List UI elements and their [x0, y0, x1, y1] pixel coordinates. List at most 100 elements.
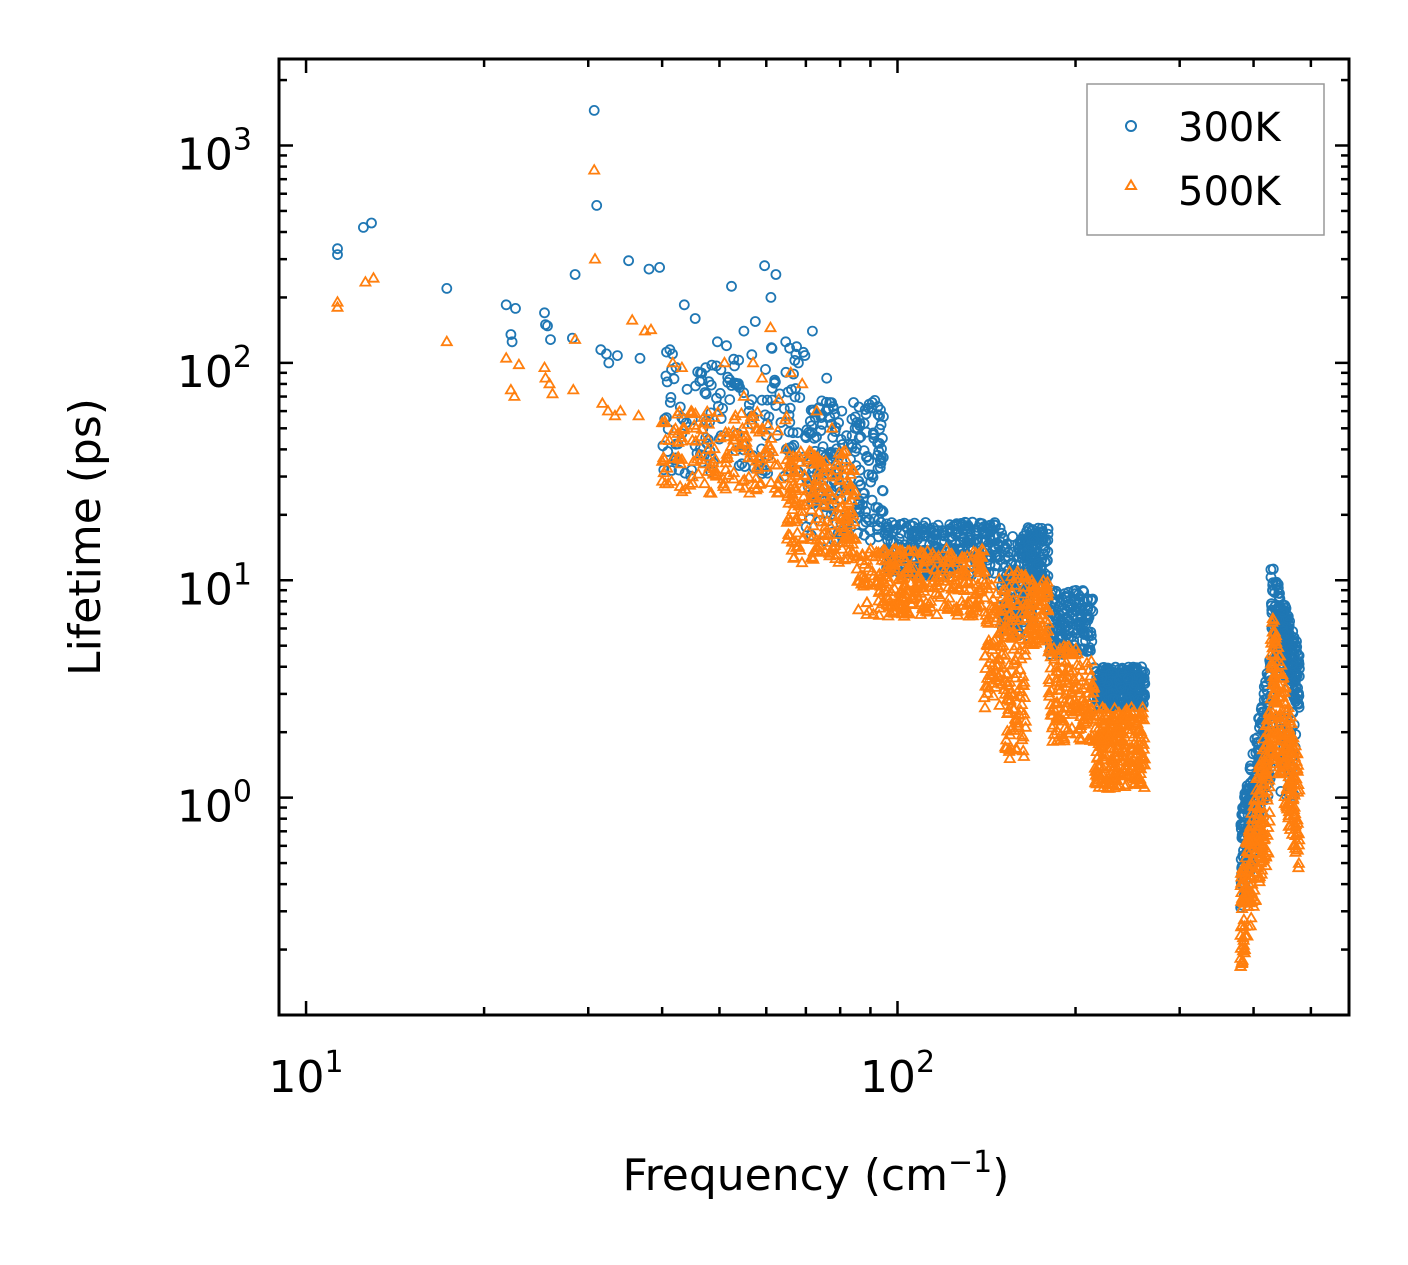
point-500k: [711, 405, 725, 417]
point-300k: [678, 299, 690, 311]
series-500k: [330, 163, 1306, 971]
point-300k: [1098, 662, 1110, 673]
point-500k: [984, 578, 999, 590]
point-500k: [1278, 703, 1292, 715]
point-500k: [1019, 714, 1033, 726]
point-500k: [1001, 693, 1015, 705]
point-500k: [784, 365, 798, 378]
point-500k: [512, 357, 526, 370]
point-500k: [1045, 704, 1059, 716]
point-500k: [1022, 602, 1036, 614]
point-500k: [1079, 697, 1093, 709]
point-500k: [1251, 859, 1265, 871]
point-500k: [1288, 845, 1303, 857]
point-500k: [1002, 702, 1016, 714]
point-500k: [986, 658, 1000, 670]
point-500k: [977, 690, 991, 703]
point-500k: [1282, 808, 1296, 820]
point-300k: [863, 514, 875, 526]
point-500k: [1081, 732, 1095, 744]
point-500k: [1124, 749, 1138, 762]
tick-exponent: 1: [233, 557, 252, 592]
point-300k: [654, 261, 665, 273]
point-500k: [739, 430, 753, 442]
point-500k: [839, 484, 853, 496]
point-500k: [957, 551, 971, 563]
point-300k: [1033, 557, 1044, 569]
point-500k: [720, 447, 734, 459]
point-500k: [1234, 885, 1249, 897]
point-500k: [1235, 956, 1249, 968]
point-500k: [812, 479, 826, 492]
point-500k: [1059, 687, 1073, 699]
point-500k: [737, 389, 751, 401]
point-300k: [867, 427, 879, 439]
point-300k: [728, 353, 740, 365]
point-500k: [742, 443, 756, 455]
point-500k: [1127, 714, 1141, 726]
point-500k: [1120, 755, 1134, 767]
point-500k: [668, 421, 683, 434]
point-500k: [998, 582, 1012, 594]
point-500k: [917, 555, 931, 567]
point-500k: [1047, 727, 1061, 739]
point-500k: [1088, 721, 1103, 733]
point-500k: [1013, 690, 1027, 702]
point-500k: [981, 638, 995, 651]
point-300k: [1277, 606, 1289, 618]
point-500k: [1042, 689, 1056, 701]
point-300k: [1029, 527, 1041, 538]
point-500k: [655, 454, 669, 466]
point-500k: [1134, 762, 1148, 774]
point-500k: [1035, 619, 1049, 631]
point-500k: [1265, 705, 1280, 717]
point-500k: [1046, 734, 1060, 746]
point-500k: [1068, 681, 1082, 693]
point-500k: [1133, 772, 1147, 784]
data-points: [330, 105, 1306, 971]
point-500k: [542, 377, 557, 389]
point-500k: [942, 547, 956, 559]
point-500k: [750, 405, 764, 417]
point-500k: [918, 552, 932, 564]
point-500k: [1095, 733, 1109, 745]
point-300k: [1122, 673, 1134, 684]
point-500k: [980, 679, 994, 691]
point-500k: [1089, 712, 1104, 724]
point-300k: [793, 357, 804, 369]
plot-frame: [277, 57, 1351, 1017]
point-300k: [846, 413, 858, 425]
point-500k: [903, 559, 917, 571]
legend-marker-500k: [1124, 178, 1138, 190]
point-300k: [1028, 534, 1040, 545]
point-500k: [1239, 888, 1253, 900]
point-500k: [1011, 719, 1025, 731]
point-500k: [660, 461, 674, 473]
point-500k: [683, 478, 697, 490]
point-300k: [1102, 678, 1114, 689]
point-500k: [965, 606, 979, 618]
point-500k: [1254, 851, 1268, 863]
point-300k: [849, 422, 861, 434]
point-300k: [996, 527, 1007, 539]
point-300k: [1107, 688, 1118, 699]
point-300k: [712, 336, 723, 348]
point-500k: [1031, 598, 1045, 610]
point-500k: [764, 431, 778, 443]
point-300k: [946, 534, 958, 546]
point-500k: [1258, 777, 1272, 789]
point-300k: [545, 334, 556, 346]
point-500k: [1266, 648, 1280, 660]
point-500k: [926, 575, 940, 587]
point-500k: [1030, 616, 1044, 628]
point-500k: [666, 356, 680, 368]
point-500k: [971, 551, 985, 563]
point-500k: [797, 498, 811, 510]
point-300k: [1286, 643, 1298, 655]
point-500k: [1251, 769, 1265, 781]
point-500k: [1271, 666, 1285, 678]
point-500k: [1252, 871, 1266, 883]
point-500k: [785, 535, 799, 547]
